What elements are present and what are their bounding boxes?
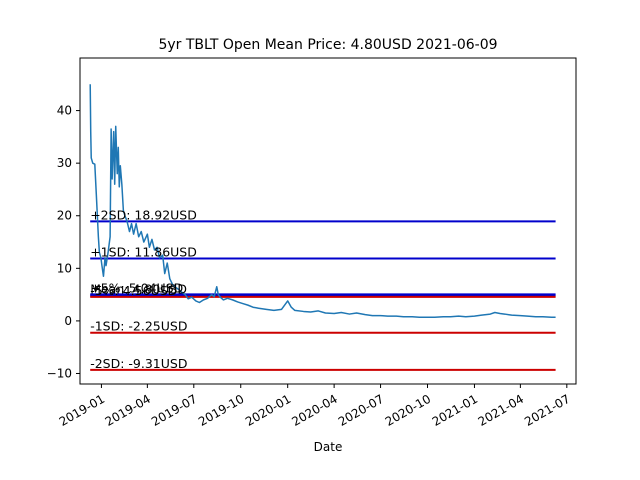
y-tick-label: 30 [57,156,72,170]
y-tick-label: 10 [57,261,72,275]
reference-label: -1SD: -2.25USD [90,319,187,334]
reference-label: -5%: 4.56USD [90,283,177,298]
reference-label: +2SD: 18.92USD [90,207,197,222]
y-tick-label: 40 [57,104,72,118]
price-line [89,84,556,318]
y-tick-label: 20 [57,209,72,223]
y-tick-label: −10 [47,366,72,380]
reference-label: +5%: 5.04USD [90,280,183,295]
reference-label: Mean: 4.80USD [90,282,187,297]
x-axis-title: Date [314,440,343,454]
chart-title: 5yr TBLT Open Mean Price: 4.80USD 2021-0… [158,37,497,53]
plot-frame [79,57,577,385]
reference-label: -2SD: -9.31USD [90,356,187,371]
reference-label: +1SD: 11.86USD [90,245,197,260]
y-tick-label: 0 [64,314,72,328]
